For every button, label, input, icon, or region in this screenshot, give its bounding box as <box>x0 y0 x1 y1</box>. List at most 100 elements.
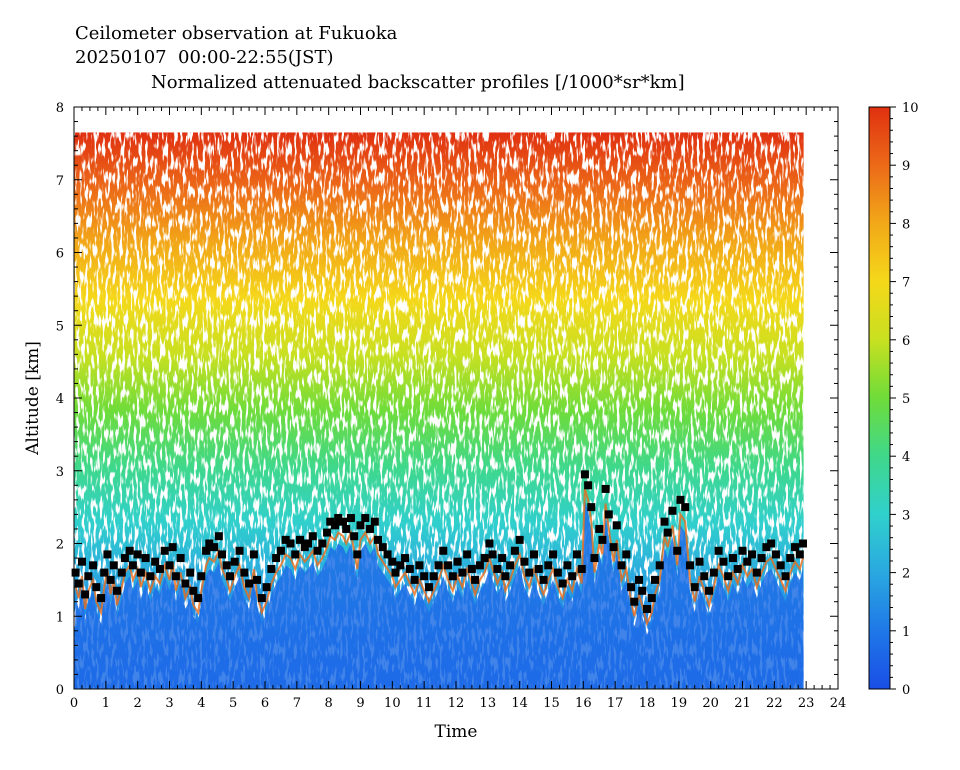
cloud-base-point <box>318 539 327 548</box>
axes: 0 1 2 3 4 5 6 7 8 9 10 11 12 13 14 15 16 17 18 19 20 21 22 23 24… <box>56 101 847 711</box>
cloud-base-point <box>498 554 507 563</box>
cloud-base-point <box>197 572 206 581</box>
x-tick-label: 1 <box>102 696 110 711</box>
cloud-base-point <box>366 524 375 533</box>
colorbar-tick-label: 5 <box>902 392 910 407</box>
x-tick-label: 24 <box>830 696 847 711</box>
cloud-base-point <box>743 557 752 566</box>
cloud-base-point <box>549 550 558 559</box>
cloud-base-point <box>401 554 410 563</box>
cloud-base-point <box>534 564 543 573</box>
cloud-base-point <box>218 550 227 559</box>
cloud-base-point <box>214 532 223 541</box>
cloud-base-point <box>370 517 379 526</box>
cloud-base-point <box>738 546 747 555</box>
cloud-base-point <box>168 543 177 552</box>
cloud-base-point <box>587 503 596 512</box>
cloud-base-point <box>752 568 761 577</box>
cloud-base-point <box>262 583 271 592</box>
x-tick-label: 6 <box>261 696 269 711</box>
cloud-base-point <box>296 535 305 544</box>
cloud-base-point <box>795 550 804 559</box>
colorbar-tick-label: 4 <box>902 450 910 465</box>
cloud-base-point <box>334 514 343 523</box>
x-tick-label: 18 <box>639 696 656 711</box>
cloud-base-point <box>791 543 800 552</box>
cloud-base-point <box>695 557 704 566</box>
x-tick-label: 3 <box>165 696 173 711</box>
cloud-base-point <box>388 557 397 566</box>
x-tick-label: 13 <box>480 696 497 711</box>
cloud-base-point <box>598 535 607 544</box>
y-tick-label: 2 <box>56 538 64 553</box>
x-tick-label: 8 <box>325 696 333 711</box>
cloud-base-point <box>568 572 577 581</box>
cloud-base-point <box>165 561 174 570</box>
cloud-base-point <box>444 561 453 570</box>
cloud-base-point <box>776 561 785 570</box>
cloud-base-point <box>655 561 664 570</box>
cloud-base-point <box>448 572 457 581</box>
colorbar-tick-label: 9 <box>902 159 910 174</box>
x-tick-label: 10 <box>384 696 401 711</box>
x-tick-label: 9 <box>356 696 364 711</box>
cloud-base-point <box>471 575 480 584</box>
y-tick-label: 1 <box>56 610 64 625</box>
cloud-base-point <box>308 532 317 541</box>
cloud-base-point <box>458 568 467 577</box>
cloud-base-point <box>705 586 714 595</box>
cloud-base-point <box>663 528 672 537</box>
cloud-base-point <box>676 495 685 504</box>
boundary-layer-fill <box>74 499 804 689</box>
cloud-base-point <box>424 583 433 592</box>
cloud-base-point <box>501 572 510 581</box>
cloud-base-point <box>647 594 656 603</box>
cloud-base-point <box>281 535 290 544</box>
x-tick-label: 17 <box>607 696 624 711</box>
x-tick-label: 7 <box>293 696 301 711</box>
cloud-base-point <box>714 546 723 555</box>
colorbar-tick-label: 2 <box>902 567 910 582</box>
cloud-base-point <box>660 517 669 526</box>
cloud-base-point <box>125 546 134 555</box>
cloud-base-point <box>627 583 636 592</box>
cloud-base-point <box>181 579 190 588</box>
cloud-base-point <box>176 554 185 563</box>
cloud-base-point <box>719 557 728 566</box>
cloud-base-point <box>493 564 502 573</box>
cloud-base-point <box>604 510 613 519</box>
cloud-base-point <box>563 561 572 570</box>
cloud-base-point <box>210 543 219 552</box>
plot-area <box>71 132 807 689</box>
cloud-base-point <box>350 532 359 541</box>
cloud-base-point <box>186 568 195 577</box>
x-tick-label: 20 <box>702 696 719 711</box>
cloud-base-point <box>415 561 424 570</box>
cloud-base-point <box>638 586 647 595</box>
cloud-base-point <box>590 554 599 563</box>
cloud-base-point <box>136 568 145 577</box>
cloud-base-point <box>225 572 234 581</box>
cloud-base-point <box>420 572 429 581</box>
cloud-base-point <box>786 554 795 563</box>
cloud-base-point <box>202 546 211 555</box>
cloud-base-point <box>748 550 757 559</box>
cloud-base-point <box>529 550 538 559</box>
cloud-base-point <box>391 568 400 577</box>
cloud-base-point <box>272 554 281 563</box>
cloud-base-point <box>128 561 137 570</box>
x-tick-label: 14 <box>511 696 528 711</box>
cloud-base-point <box>595 524 604 533</box>
x-tick-label: 23 <box>798 696 815 711</box>
colorbar-scale <box>868 106 891 690</box>
cloud-base-point <box>584 481 593 490</box>
y-tick-label: 7 <box>56 174 64 189</box>
x-tick-label: 0 <box>70 696 78 711</box>
cloud-base-point <box>771 550 780 559</box>
colorbar-tick-label: 10 <box>902 101 919 116</box>
cloud-base-point <box>155 564 164 573</box>
cloud-base-point <box>146 572 155 581</box>
cloud-base-point <box>240 568 249 577</box>
x-tick-label: 12 <box>448 696 465 711</box>
cloud-base-point <box>267 564 276 573</box>
